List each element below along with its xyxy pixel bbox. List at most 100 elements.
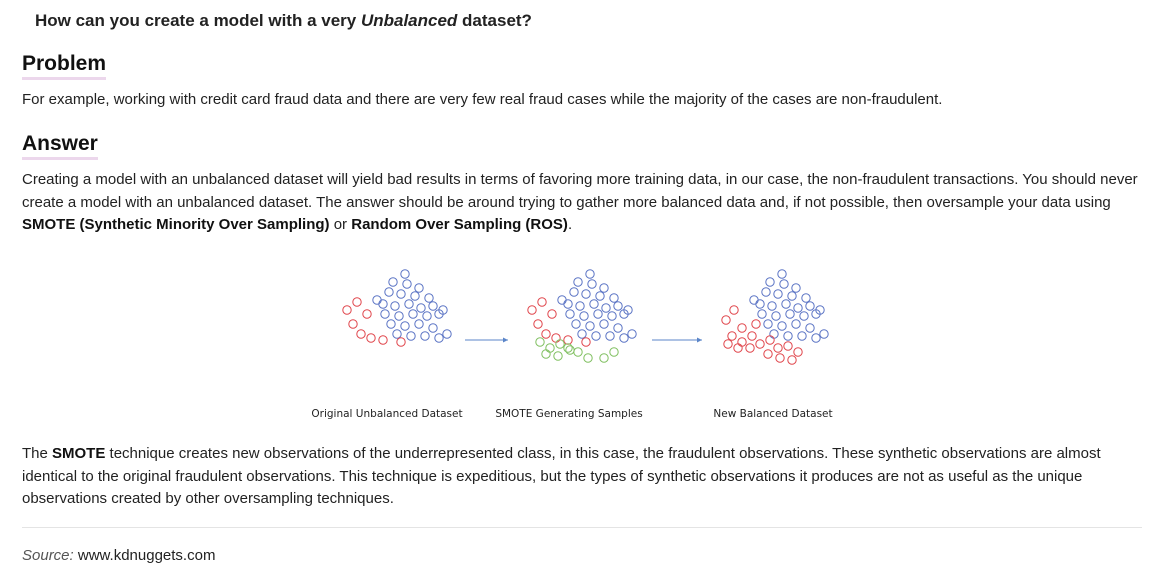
sample-point xyxy=(609,293,619,303)
smote-figure: Original Unbalanced Dataset SMOTE Genera… xyxy=(0,258,1168,428)
question-emphasis: Unbalanced xyxy=(360,11,458,30)
sample-point xyxy=(727,331,737,341)
sample-point xyxy=(755,339,765,349)
sample-point xyxy=(571,319,581,329)
sample-point xyxy=(400,321,410,331)
caption-balanced: New Balanced Dataset xyxy=(713,408,833,420)
sample-point xyxy=(384,287,394,297)
sample-point xyxy=(420,331,430,341)
smote-term-2: SMOTE xyxy=(52,445,106,462)
sample-point xyxy=(745,343,755,353)
sample-point xyxy=(362,309,372,319)
smote-illustration xyxy=(342,269,829,365)
sample-point xyxy=(348,319,358,329)
sample-point xyxy=(583,353,593,363)
sample-point xyxy=(599,353,609,363)
sample-point xyxy=(767,301,777,311)
sample-point xyxy=(773,343,783,353)
sample-point xyxy=(581,289,591,299)
sample-point xyxy=(545,343,555,353)
sample-point xyxy=(613,323,623,333)
sample-point xyxy=(595,291,605,301)
sample-point xyxy=(787,355,797,365)
sample-point xyxy=(805,323,815,333)
sample-point xyxy=(414,319,424,329)
sample-point xyxy=(553,351,563,361)
sample-point xyxy=(737,323,747,333)
sample-point xyxy=(394,311,404,321)
sample-point xyxy=(781,299,791,309)
caption-smote: SMOTE Generating Samples xyxy=(495,408,643,420)
sample-point xyxy=(799,311,809,321)
sample-point xyxy=(352,297,362,307)
sample-point xyxy=(422,311,432,321)
sample-point xyxy=(613,301,623,311)
sample-point xyxy=(723,339,733,349)
sample-point xyxy=(541,349,551,359)
sample-point xyxy=(390,301,400,311)
sample-point xyxy=(627,329,637,339)
sample-point xyxy=(537,297,547,307)
sample-point xyxy=(779,279,789,289)
sample-point xyxy=(765,335,775,345)
sample-point xyxy=(535,337,545,347)
sample-point xyxy=(785,309,795,319)
sample-point xyxy=(563,335,573,345)
process-arrows xyxy=(465,337,702,343)
sample-point xyxy=(771,311,781,321)
smote-paragraph: The SMOTE technique creates new observat… xyxy=(22,445,1101,507)
sample-point xyxy=(533,319,543,329)
sample-point xyxy=(527,305,537,315)
sample-point xyxy=(801,293,811,303)
sample-point xyxy=(408,309,418,319)
sample-point xyxy=(609,347,619,357)
sample-point xyxy=(761,287,771,297)
sample-point xyxy=(388,277,398,287)
problem-title: Problem xyxy=(22,51,107,80)
sample-point xyxy=(386,319,396,329)
sample-point xyxy=(585,269,595,279)
sample-point xyxy=(428,301,438,311)
sample-point xyxy=(605,331,615,341)
sample-point xyxy=(623,305,633,315)
sample-point xyxy=(763,319,773,329)
sample-point xyxy=(777,269,787,279)
sample-point xyxy=(400,269,410,279)
sample-point xyxy=(733,343,743,353)
answer-text: Creating a model with an unbalanced data… xyxy=(22,171,1138,233)
sample-point xyxy=(783,341,793,351)
source-value: www.kdnuggets.com xyxy=(77,547,216,564)
sample-point xyxy=(763,349,773,359)
sample-point xyxy=(587,279,597,289)
sample-point xyxy=(747,331,757,341)
problem-text: For example, working with credit card fr… xyxy=(22,91,943,108)
sample-point xyxy=(737,337,747,347)
balanced-dataset-cluster xyxy=(721,269,829,365)
sample-point xyxy=(414,283,424,293)
sample-point xyxy=(773,289,783,299)
smote-samples-cluster xyxy=(527,269,637,363)
sample-point xyxy=(396,337,406,347)
sample-point xyxy=(372,295,382,305)
sample-point xyxy=(599,283,609,293)
sample-point xyxy=(569,287,579,297)
smote-term: SMOTE (Synthetic Minority Over Sampling) xyxy=(22,216,330,233)
sample-point xyxy=(619,333,629,343)
sample-point xyxy=(819,329,829,339)
sample-point xyxy=(573,277,583,287)
sample-point xyxy=(342,305,352,315)
sample-point xyxy=(563,299,573,309)
sample-point xyxy=(601,303,611,313)
sample-point xyxy=(547,309,557,319)
sample-point xyxy=(410,291,420,301)
sample-point xyxy=(769,329,779,339)
source-label: Source: xyxy=(22,547,74,564)
divider xyxy=(22,527,1142,528)
sample-point xyxy=(589,299,599,309)
sample-point xyxy=(607,311,617,321)
sample-point xyxy=(805,301,815,311)
sample-point xyxy=(811,333,821,343)
sample-point xyxy=(380,309,390,319)
sample-point xyxy=(579,311,589,321)
sample-point xyxy=(783,331,793,341)
